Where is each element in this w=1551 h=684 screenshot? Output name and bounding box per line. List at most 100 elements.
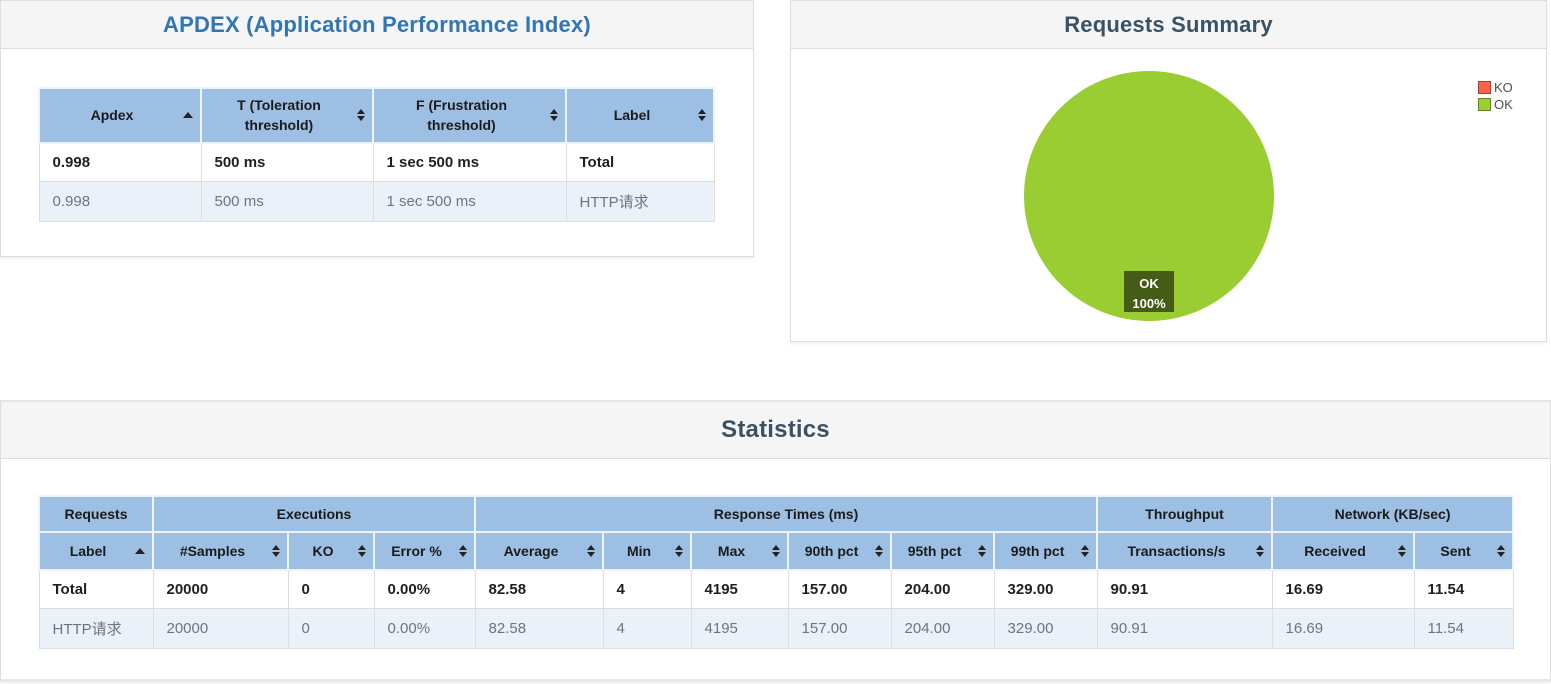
statistics-heading: Statistics xyxy=(1,402,1550,459)
statistics-panel: Statistics Requests Executions Response … xyxy=(0,400,1551,682)
stats-col-header-sent[interactable]: Sent xyxy=(1413,531,1515,571)
stats-cell: 4 xyxy=(602,607,692,649)
sort-both-icon xyxy=(875,545,884,557)
stats-col-header-average[interactable]: Average xyxy=(474,531,605,571)
sort-both-icon xyxy=(1081,545,1090,557)
requests-summary-heading: Requests Summary xyxy=(791,1,1546,49)
stats-col-label: 99th pct xyxy=(1010,542,1065,559)
stats-cell: 329.00 xyxy=(993,607,1098,649)
legend-swatch-ko xyxy=(1478,81,1491,94)
apdex-title: APDEX (Application Performance Index) xyxy=(163,11,591,37)
sort-both-icon xyxy=(459,545,468,557)
statistics-column-header-row: Label #Samples KO Error % xyxy=(38,531,1515,571)
sort-both-icon xyxy=(1398,545,1407,557)
statistics-table: Requests Executions Response Times (ms) … xyxy=(38,495,1515,649)
apdex-col-header-frustration[interactable]: F (Frustration threshold) xyxy=(372,87,567,144)
sort-asc-icon xyxy=(183,112,193,119)
stats-cell: HTTP请求 xyxy=(38,607,154,649)
legend-item-ok: OK xyxy=(1478,97,1513,112)
stats-col-label: Label xyxy=(69,542,107,559)
stats-col-header-samples[interactable]: #Samples xyxy=(152,531,289,571)
statistics-body: Requests Executions Response Times (ms) … xyxy=(1,495,1550,649)
stats-col-label: Received xyxy=(1304,542,1366,559)
stats-cell: 0 xyxy=(287,607,375,649)
chart-legend: KO OK xyxy=(1478,80,1513,114)
stats-cell: 16.69 xyxy=(1271,607,1415,649)
stats-col-label: KO xyxy=(312,542,334,559)
stats-col-header-min[interactable]: Min xyxy=(602,531,693,571)
apdex-cell: 500 ms xyxy=(200,142,374,183)
apdex-cell: 0.998 xyxy=(38,142,202,183)
group-header-response-times: Response Times (ms) xyxy=(474,495,1099,533)
stats-col-label: Transactions/s xyxy=(1127,542,1226,559)
sort-both-icon xyxy=(550,109,558,122)
stats-col-label: Error % xyxy=(391,542,442,559)
stats-col-label: Sent xyxy=(1440,542,1471,559)
stats-cell: 90.91 xyxy=(1096,569,1273,609)
stats-col-header-99th-pct[interactable]: 99th pct xyxy=(993,531,1099,571)
apdex-row-total: 0.998 500 ms 1 sec 500 ms Total xyxy=(38,142,715,183)
apdex-panel: APDEX (Application Performance Index) Ap… xyxy=(0,0,754,257)
stats-cell: 4195 xyxy=(690,607,789,649)
stats-col-header-error-pct[interactable]: Error % xyxy=(372,531,477,571)
stats-cell: 157.00 xyxy=(787,569,892,609)
apdex-cell: 1 sec 500 ms xyxy=(372,142,567,183)
sort-both-icon xyxy=(978,545,987,557)
apdex-col-header-toleration[interactable]: T (Toleration threshold) xyxy=(200,87,374,144)
stats-cell: 204.00 xyxy=(890,607,995,649)
stats-cell: 20000 xyxy=(152,607,289,649)
pie-slice-label: OK 100% xyxy=(1124,271,1174,312)
group-header-network: Network (KB/sec) xyxy=(1271,495,1515,533)
stats-cell: 11.54 xyxy=(1413,569,1514,609)
stats-cell: 204.00 xyxy=(890,569,995,609)
stats-col-label: #Samples xyxy=(179,542,246,559)
apdex-cell: 0.998 xyxy=(38,181,202,223)
stats-cell: Total xyxy=(38,569,154,609)
sort-both-icon xyxy=(587,545,596,557)
stats-col-header-ko[interactable]: KO xyxy=(287,531,375,571)
statistics-title: Statistics xyxy=(721,416,830,443)
stats-cell: 82.58 xyxy=(474,569,604,609)
apdex-table: Apdex T (Toleration threshold) F (Frustr… xyxy=(38,87,715,223)
stats-col-header-95th-pct[interactable]: 95th pct xyxy=(890,531,996,571)
apdex-cell: 1 sec 500 ms xyxy=(372,181,567,223)
statistics-row-total: Total 20000 0 0.00% 82.58 4 4195 157.00 … xyxy=(38,569,1514,609)
sort-asc-icon xyxy=(135,548,145,554)
stats-col-label: Average xyxy=(503,542,559,559)
sort-both-icon xyxy=(698,109,706,122)
group-header-throughput: Throughput xyxy=(1096,495,1274,533)
sort-both-icon xyxy=(1256,545,1265,557)
statistics-row-http-request: HTTP请求 20000 0 0.00% 82.58 4 4195 157.00… xyxy=(38,607,1514,649)
stats-col-header-label[interactable]: Label xyxy=(38,531,154,571)
apdex-col-label: T (Toleration threshold) xyxy=(237,97,321,134)
apdex-cell: 500 ms xyxy=(200,181,374,223)
legend-item-ko: KO xyxy=(1478,80,1513,95)
apdex-cell: Total xyxy=(565,142,715,183)
stats-col-header-max[interactable]: Max xyxy=(690,531,790,571)
stats-cell: 90.91 xyxy=(1096,607,1273,649)
sort-both-icon xyxy=(675,545,684,557)
legend-label-ok: OK xyxy=(1494,97,1513,112)
apdex-col-header-label[interactable]: Label xyxy=(565,87,715,144)
apdex-panel-body: Apdex T (Toleration threshold) F (Frustr… xyxy=(1,87,753,223)
apdex-header-row: Apdex T (Toleration threshold) F (Frustr… xyxy=(38,87,715,144)
apdex-panel-heading: APDEX (Application Performance Index) xyxy=(1,1,753,49)
stats-col-header-received[interactable]: Received xyxy=(1271,531,1416,571)
stats-cell: 4195 xyxy=(690,569,789,609)
stats-col-label: 95th pct xyxy=(907,542,962,559)
requests-summary-panel: Requests Summary OK 100% KO OK xyxy=(790,0,1547,342)
stats-col-label: Max xyxy=(717,542,746,559)
requests-summary-title: Requests Summary xyxy=(1064,11,1273,37)
apdex-row-http-request: 0.998 500 ms 1 sec 500 ms HTTP请求 xyxy=(38,181,715,223)
legend-label-ko: KO xyxy=(1494,80,1513,95)
stats-cell: 4 xyxy=(602,569,692,609)
stats-col-header-90th-pct[interactable]: 90th pct xyxy=(787,531,893,571)
apdex-col-label: Label xyxy=(613,107,651,124)
apdex-col-header-apdex[interactable]: Apdex xyxy=(38,87,202,144)
stats-cell: 0.00% xyxy=(373,607,476,649)
pie-label-percent: 100% xyxy=(1132,296,1166,312)
stats-cell: 20000 xyxy=(152,569,289,609)
stats-cell: 11.54 xyxy=(1413,607,1514,649)
sort-both-icon xyxy=(358,545,366,557)
stats-col-header-transactions[interactable]: Transactions/s xyxy=(1096,531,1274,571)
